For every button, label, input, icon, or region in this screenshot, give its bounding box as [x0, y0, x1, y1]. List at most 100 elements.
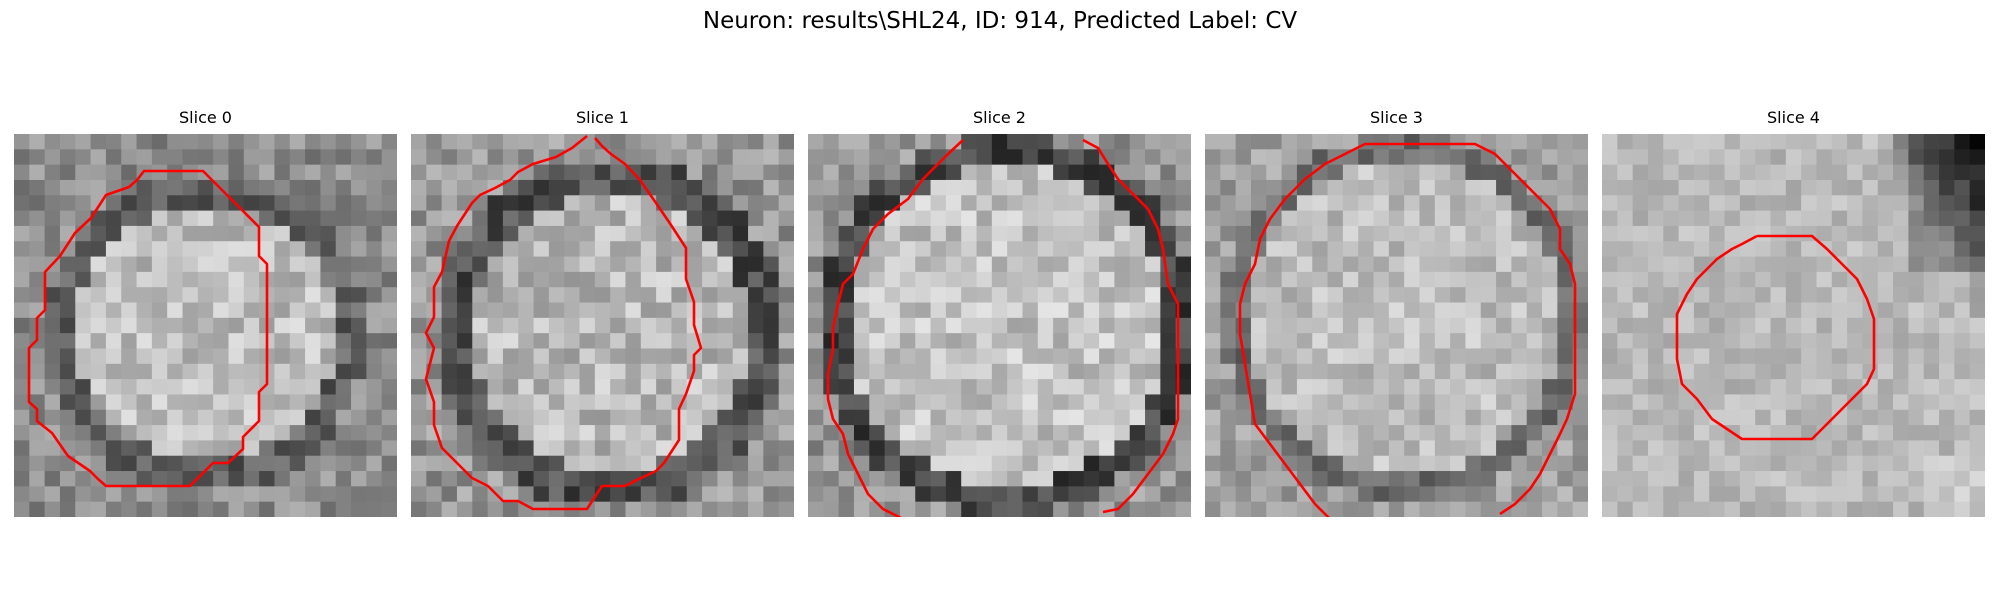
- pixel-cell: [671, 149, 688, 166]
- pixel-cell: [44, 409, 61, 426]
- pixel-cell: [1145, 348, 1161, 365]
- pixel-cell: [717, 379, 734, 396]
- pixel-cell: [1755, 271, 1772, 288]
- pixel-cell: [1678, 241, 1695, 258]
- pixel-cell: [838, 302, 855, 319]
- pixel-cell: [732, 179, 749, 196]
- pixel-cell: [1755, 149, 1772, 166]
- pixel-cell: [1647, 501, 1664, 517]
- pixel-cell: [1693, 225, 1710, 242]
- pixel-cell: [75, 195, 92, 212]
- pixel-cell: [1327, 333, 1344, 350]
- pixel-cell: [823, 501, 840, 517]
- pixel-cell: [976, 409, 993, 426]
- pixel-cell: [441, 134, 458, 150]
- pixel-cell: [381, 225, 397, 242]
- pixel-cell: [1419, 455, 1436, 472]
- pixel-cell: [1770, 379, 1787, 396]
- pixel-cell: [884, 348, 901, 365]
- pixel-cell: [1099, 486, 1115, 503]
- pixel-cell: [320, 425, 337, 441]
- pixel-cell: [748, 317, 764, 334]
- pixel-cell: [763, 271, 780, 288]
- pixel-cell: [136, 179, 153, 196]
- pixel-cell: [1220, 501, 1237, 517]
- pixel-cell: [1816, 379, 1833, 396]
- pixel-cell: [1068, 302, 1085, 319]
- pixel-cell: [167, 501, 184, 517]
- pixel-cell: [594, 210, 611, 227]
- pixel-cell: [1831, 225, 1848, 242]
- pixel-cell: [167, 134, 184, 150]
- pixel-cell: [884, 333, 901, 350]
- pixel-cell: [640, 363, 657, 380]
- pixel-cell: [487, 425, 504, 441]
- pixel-cell: [213, 210, 230, 227]
- pixel-cell: [59, 210, 76, 227]
- pixel-cell: [640, 501, 657, 517]
- pixel-cell: [1969, 379, 1985, 396]
- pixel-cell: [121, 164, 138, 181]
- pixel-cell: [869, 333, 886, 350]
- pixel-cell: [717, 179, 734, 196]
- pixel-cell: [1724, 179, 1741, 196]
- pixel-cell: [320, 287, 337, 304]
- pixel-cell: [838, 409, 855, 426]
- pixel-cell: [426, 149, 443, 166]
- pixel-cell: [991, 440, 1008, 457]
- pixel-cell: [136, 134, 153, 150]
- pixel-cell: [90, 149, 107, 166]
- pixel-cell: [1511, 210, 1528, 227]
- pixel-cell: [472, 164, 489, 181]
- pixel-cell: [1434, 409, 1451, 426]
- pixel-cell: [1450, 409, 1467, 426]
- pixel-cell: [763, 471, 780, 487]
- pixel-cell: [1053, 225, 1070, 242]
- pixel-cell: [594, 256, 611, 273]
- pixel-cell: [1816, 471, 1833, 487]
- pixel-cell: [1526, 379, 1543, 396]
- pixel-cell: [1373, 394, 1390, 411]
- pixel-cell: [686, 409, 703, 426]
- pixel-cell: [610, 179, 627, 196]
- pixel-cell: [610, 471, 627, 487]
- pixel-cell: [136, 333, 153, 350]
- pixel-cell: [105, 455, 122, 472]
- pixel-cell: [1496, 317, 1512, 334]
- pixel-cell: [1129, 379, 1146, 396]
- pixel-cell: [1434, 164, 1451, 181]
- pixel-cell: [289, 256, 306, 273]
- pixel-cell: [884, 256, 901, 273]
- pixel-cell: [945, 471, 962, 487]
- pixel-cell: [1312, 486, 1329, 503]
- pixel-cell: [1862, 317, 1879, 334]
- pixel-cell: [381, 348, 397, 365]
- pixel-cell: [105, 379, 122, 396]
- pixel-cell: [274, 486, 291, 503]
- pixel-cell: [778, 379, 794, 396]
- pixel-cell: [136, 195, 153, 212]
- pixel-cell: [456, 164, 473, 181]
- pixel-cell: [320, 149, 337, 166]
- pixel-cell: [335, 333, 352, 350]
- pixel-cell: [1496, 210, 1512, 227]
- pixel-cell: [869, 195, 886, 212]
- pixel-cell: [1358, 225, 1375, 242]
- pixel-cell: [915, 471, 932, 487]
- pixel-cell: [213, 425, 230, 441]
- pixel-cell: [1220, 302, 1237, 319]
- pixel-cell: [381, 256, 397, 273]
- pixel-cell: [121, 271, 138, 288]
- pixel-cell: [732, 287, 749, 304]
- pixel-cell: [702, 379, 718, 396]
- pixel-cell: [1465, 271, 1482, 288]
- pixel-cell: [1969, 317, 1985, 334]
- pixel-cell: [1480, 317, 1497, 334]
- pixel-cell: [1480, 179, 1497, 196]
- pixel-cell: [548, 363, 565, 380]
- pixel-cell: [411, 440, 427, 457]
- pixel-cell: [1250, 440, 1267, 457]
- pixel-cell: [763, 134, 780, 150]
- pixel-cell: [1542, 149, 1558, 166]
- pixel-cell: [1770, 363, 1787, 380]
